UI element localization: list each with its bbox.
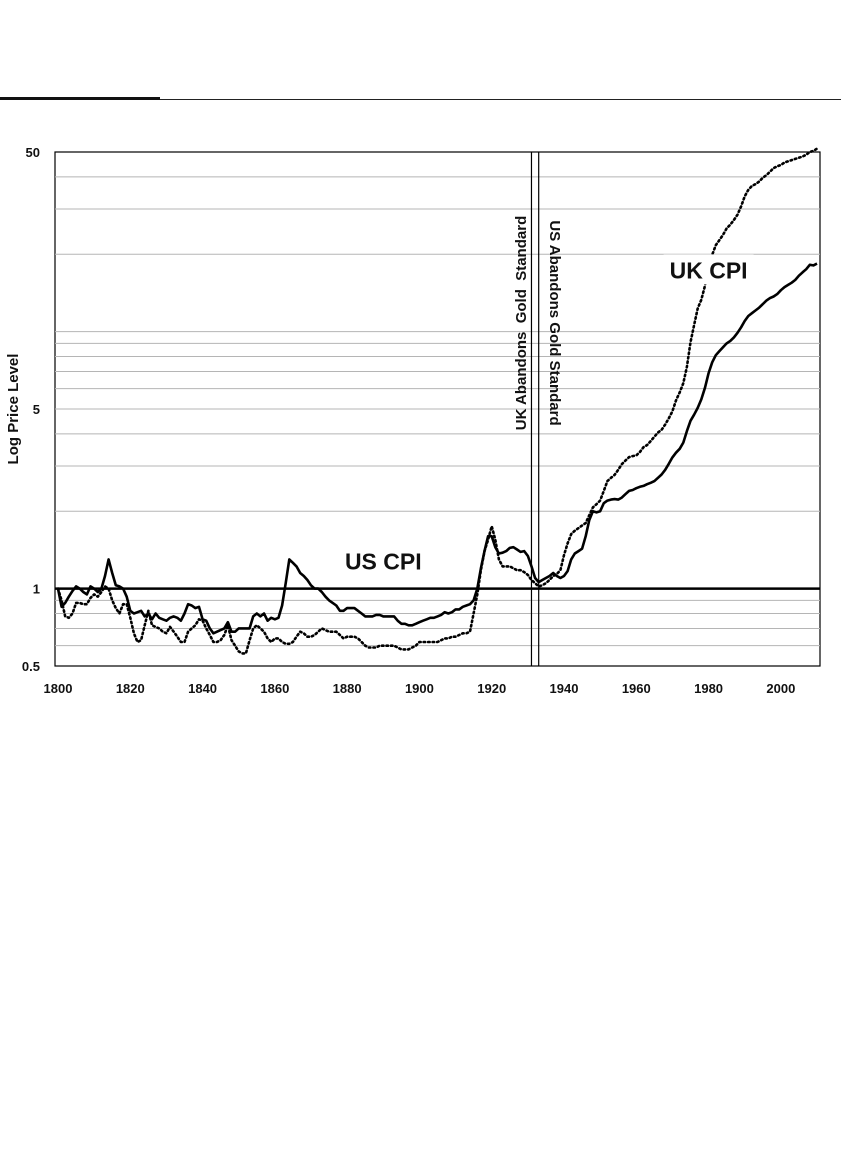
x-tick-label: 1840	[188, 681, 217, 696]
gridlines	[55, 176, 820, 647]
y-axis-ticks: 0.5 1 5 50	[22, 145, 40, 674]
page-rule-thick	[0, 97, 160, 100]
y-tick-label: 0.5	[22, 659, 40, 674]
series-label-background	[338, 545, 429, 576]
event-label: UK Abandons Gold Standard	[513, 216, 530, 430]
event-label: US Abandons Gold Standard	[546, 220, 563, 425]
page-rule-thin	[160, 99, 841, 100]
x-tick-label: 1860	[260, 681, 289, 696]
chart-labels: UK Abandons Gold Standard US Abandons Gol…	[338, 216, 754, 576]
price-level-chart: 0.5 1 5 50 1800 1820 1840 1860 1880 1900 1920 1940…	[5, 145, 821, 696]
x-tick-label: 1960	[622, 681, 651, 696]
x-tick-label: 1920	[477, 681, 506, 696]
y-tick-label: 5	[33, 402, 40, 417]
series-label: US CPI	[345, 549, 422, 575]
x-tick-label: 1800	[44, 681, 73, 696]
series-group	[56, 147, 819, 655]
series-line	[56, 147, 819, 655]
x-tick-label: 1900	[405, 681, 434, 696]
y-tick-label: 1	[33, 582, 40, 597]
x-tick-label: 1940	[550, 681, 579, 696]
x-tick-label: 1880	[333, 681, 362, 696]
y-tick-label: 50	[26, 145, 40, 160]
x-axis-ticks: 1800 1820 1840 1860 1880 1900 1920 1940 1960 1980…	[44, 681, 796, 696]
x-tick-label: 2000	[766, 681, 795, 696]
series-label-background	[663, 254, 754, 285]
series-line	[56, 262, 818, 635]
y-axis-title: Log Price Level	[5, 354, 22, 465]
x-tick-label: 1980	[694, 681, 723, 696]
series-label: UK CPI	[670, 257, 748, 283]
x-tick-label: 1820	[116, 681, 145, 696]
